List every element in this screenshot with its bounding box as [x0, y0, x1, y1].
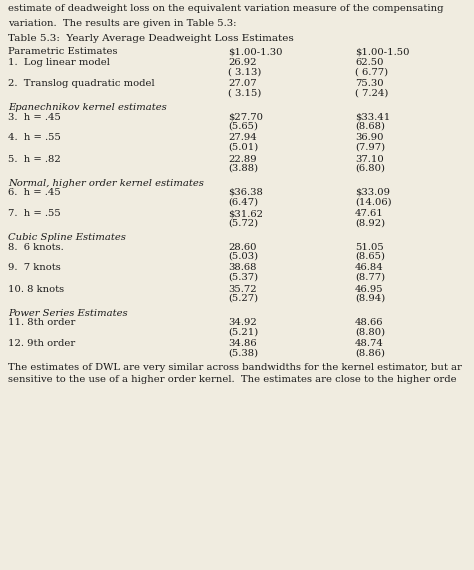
- Text: ( 3.13): ( 3.13): [228, 67, 261, 76]
- Text: 11. 8th order: 11. 8th order: [8, 318, 75, 327]
- Text: Parametric Estimates: Parametric Estimates: [8, 47, 118, 56]
- Text: (5.03): (5.03): [228, 252, 258, 261]
- Text: (6.80): (6.80): [355, 164, 385, 173]
- Text: $27.70: $27.70: [228, 112, 263, 121]
- Text: $1.00-1.50: $1.00-1.50: [355, 47, 410, 56]
- Text: 35.72: 35.72: [228, 284, 256, 294]
- Text: 12. 9th order: 12. 9th order: [8, 339, 75, 348]
- Text: 27.07: 27.07: [228, 79, 256, 88]
- Text: (5.72): (5.72): [228, 218, 258, 227]
- Text: 26.92: 26.92: [228, 58, 256, 67]
- Text: 4.  h = .55: 4. h = .55: [8, 133, 61, 142]
- Text: $33.41: $33.41: [355, 112, 390, 121]
- Text: ( 6.77): ( 6.77): [355, 67, 388, 76]
- Text: 48.74: 48.74: [355, 339, 384, 348]
- Text: Cubic Spline Estimates: Cubic Spline Estimates: [8, 233, 126, 242]
- Text: 7.  h = .55: 7. h = .55: [8, 209, 61, 218]
- Text: (3.88): (3.88): [228, 164, 258, 173]
- Text: Table 5.3:  Yearly Average Deadweight Loss Estimates: Table 5.3: Yearly Average Deadweight Los…: [8, 34, 294, 43]
- Text: (8.86): (8.86): [355, 348, 385, 357]
- Text: (5.01): (5.01): [228, 143, 258, 152]
- Text: (5.27): (5.27): [228, 294, 258, 303]
- Text: (8.77): (8.77): [355, 273, 385, 282]
- Text: 9.  7 knots: 9. 7 knots: [8, 263, 61, 272]
- Text: 10. 8 knots: 10. 8 knots: [8, 284, 64, 294]
- Text: 75.30: 75.30: [355, 79, 383, 88]
- Text: variation.  The results are given in Table 5.3:: variation. The results are given in Tabl…: [8, 19, 237, 29]
- Text: (5.65): (5.65): [228, 122, 258, 131]
- Text: 22.89: 22.89: [228, 154, 256, 164]
- Text: 47.61: 47.61: [355, 209, 384, 218]
- Text: (8.68): (8.68): [355, 122, 385, 131]
- Text: 62.50: 62.50: [355, 58, 383, 67]
- Text: 3.  h = .45: 3. h = .45: [8, 112, 61, 121]
- Text: 1.  Log linear model: 1. Log linear model: [8, 58, 110, 67]
- Text: $1.00-1.30: $1.00-1.30: [228, 47, 283, 56]
- Text: sensitive to the use of a higher order kernel.  The estimates are close to the h: sensitive to the use of a higher order k…: [8, 374, 456, 384]
- Text: 48.66: 48.66: [355, 318, 383, 327]
- Text: 37.10: 37.10: [355, 154, 384, 164]
- Text: (5.21): (5.21): [228, 328, 258, 336]
- Text: (5.38): (5.38): [228, 348, 258, 357]
- Text: (8.80): (8.80): [355, 328, 385, 336]
- Text: 38.68: 38.68: [228, 263, 256, 272]
- Text: 27.94: 27.94: [228, 133, 257, 142]
- Text: estimate of deadweight loss on the equivalent variation measure of the compensat: estimate of deadweight loss on the equiv…: [8, 4, 444, 13]
- Text: (7.97): (7.97): [355, 143, 385, 152]
- Text: $36.38: $36.38: [228, 188, 263, 197]
- Text: 8.  6 knots.: 8. 6 knots.: [8, 242, 64, 251]
- Text: $33.09: $33.09: [355, 188, 390, 197]
- Text: 5.  h = .82: 5. h = .82: [8, 154, 61, 164]
- Text: (8.65): (8.65): [355, 252, 385, 261]
- Text: 6.  h = .45: 6. h = .45: [8, 188, 61, 197]
- Text: (6.47): (6.47): [228, 197, 258, 206]
- Text: $31.62: $31.62: [228, 209, 263, 218]
- Text: (8.92): (8.92): [355, 218, 385, 227]
- Text: (8.94): (8.94): [355, 294, 385, 303]
- Text: 28.60: 28.60: [228, 242, 256, 251]
- Text: (14.06): (14.06): [355, 197, 392, 206]
- Text: Epanechnikov kernel estimates: Epanechnikov kernel estimates: [8, 103, 167, 112]
- Text: Power Series Estimates: Power Series Estimates: [8, 308, 128, 317]
- Text: 36.90: 36.90: [355, 133, 383, 142]
- Text: 34.92: 34.92: [228, 318, 257, 327]
- Text: ( 7.24): ( 7.24): [355, 88, 388, 97]
- Text: ( 3.15): ( 3.15): [228, 88, 261, 97]
- Text: 34.86: 34.86: [228, 339, 256, 348]
- Text: 51.05: 51.05: [355, 242, 384, 251]
- Text: 2.  Translog quadratic model: 2. Translog quadratic model: [8, 79, 155, 88]
- Text: 46.95: 46.95: [355, 284, 383, 294]
- Text: 46.84: 46.84: [355, 263, 384, 272]
- Text: Normal, higher order kernel estimates: Normal, higher order kernel estimates: [8, 178, 204, 188]
- Text: The estimates of DWL are very similar across bandwidths for the kernel estimator: The estimates of DWL are very similar ac…: [8, 363, 462, 372]
- Text: (5.37): (5.37): [228, 273, 258, 282]
